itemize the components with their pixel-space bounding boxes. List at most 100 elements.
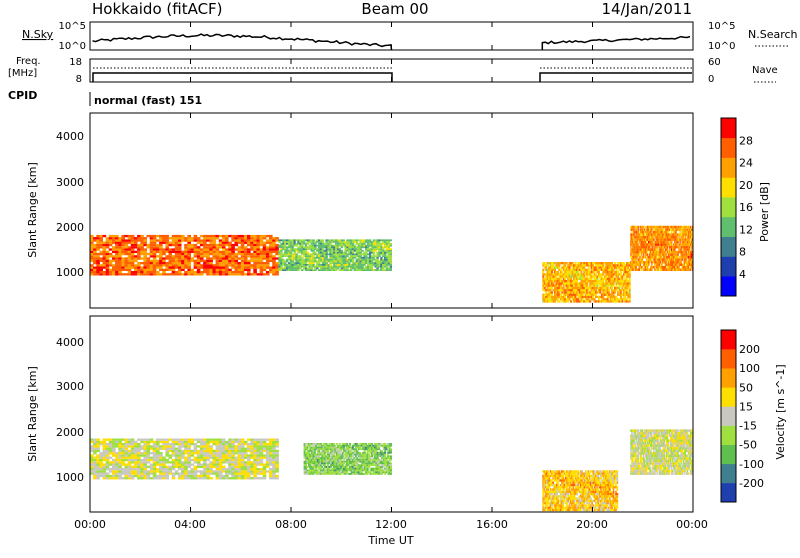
power-cell <box>390 257 392 259</box>
power-cell <box>99 239 103 241</box>
power-cell <box>165 267 169 269</box>
power-cell <box>318 262 320 264</box>
power-cell <box>690 269 692 272</box>
velocity-cell <box>93 450 97 452</box>
power-cell <box>257 239 261 241</box>
velocity-cell <box>219 470 223 472</box>
power-cell <box>247 239 251 241</box>
power-cell <box>109 242 113 244</box>
velocity-cell <box>128 461 132 463</box>
power-cell <box>187 264 191 266</box>
power-cell <box>626 298 628 300</box>
velocity-cell <box>222 443 226 445</box>
velocity-cell <box>96 445 100 447</box>
power-cell <box>184 253 188 255</box>
power-cell <box>247 255 251 257</box>
power-cell <box>266 267 270 269</box>
power-cell <box>90 248 94 250</box>
power-cell <box>241 246 245 248</box>
velocity-cell <box>150 459 154 461</box>
velocity-cell <box>222 470 226 472</box>
velocity-cell <box>169 450 173 452</box>
power-cell <box>629 289 631 291</box>
velocity-cell <box>165 459 169 461</box>
power-cell <box>90 257 94 259</box>
power-cell <box>326 252 328 254</box>
velocity-cell <box>159 441 163 443</box>
power-cell <box>128 264 132 266</box>
power-cell <box>542 271 544 273</box>
velocity-cell <box>194 461 198 463</box>
velocity-cell <box>222 457 226 459</box>
velocity-cell <box>121 477 125 479</box>
power-cell <box>153 257 157 259</box>
power-cell <box>235 273 239 275</box>
power-cell <box>266 257 270 259</box>
power-cell <box>125 257 129 259</box>
power-cell <box>213 264 217 266</box>
power-cell <box>583 276 585 278</box>
velocity-cell <box>156 470 160 472</box>
power-cell <box>109 244 113 246</box>
power-cell <box>560 269 562 271</box>
power-cell <box>588 289 590 291</box>
velocity-cell <box>109 443 113 445</box>
power-cell <box>200 248 204 250</box>
velocity-cell <box>184 445 188 447</box>
power-cell <box>222 264 226 266</box>
velocity-cell <box>131 448 135 450</box>
velocity-cell <box>169 461 173 463</box>
power-cell <box>228 251 232 253</box>
power-cell <box>231 267 235 269</box>
power-cell <box>263 267 267 269</box>
velocity-cell <box>238 441 242 443</box>
power-cell <box>326 255 328 257</box>
velocity-cell <box>250 470 254 472</box>
velocity-cell <box>184 477 188 479</box>
power-cell <box>557 298 559 300</box>
velocity-cell <box>121 450 125 452</box>
velocity-cell <box>269 452 273 454</box>
velocity-cell <box>143 466 147 468</box>
power-cell <box>209 251 213 253</box>
power-cell <box>545 291 547 293</box>
power-cell <box>165 262 169 264</box>
velocity-cell <box>194 475 198 477</box>
velocity-cell <box>219 445 223 447</box>
velocity-cell <box>216 477 220 479</box>
power-cell <box>175 262 179 264</box>
power-cell <box>629 296 631 298</box>
velocity-cell <box>96 468 100 470</box>
velocity-cell <box>162 466 166 468</box>
power-cell <box>112 235 116 237</box>
power-cell <box>373 257 375 259</box>
power-cell <box>272 242 276 244</box>
velocity-cell <box>257 448 261 450</box>
power-cell <box>203 242 207 244</box>
power-colorbar-swatch <box>721 197 736 217</box>
velocity-cell <box>244 466 248 468</box>
power-cell <box>115 267 119 269</box>
power-cell <box>137 246 141 248</box>
power-cell <box>228 255 232 257</box>
velocity-cell <box>128 466 132 468</box>
velocity-cell <box>115 466 119 468</box>
power-cell <box>184 248 188 250</box>
power-cell <box>175 235 179 237</box>
velocity-cell <box>90 441 94 443</box>
velocity-cell <box>134 468 138 470</box>
velocity-cell <box>153 466 157 468</box>
velocity-cell <box>209 448 213 450</box>
power-cell <box>640 256 642 259</box>
noise-right-tick-top: 10^5 <box>708 21 735 32</box>
power-cell <box>150 251 154 253</box>
velocity-cell <box>112 441 116 443</box>
velocity-cell <box>253 441 257 443</box>
power-cell <box>169 248 173 250</box>
power-cell <box>181 273 185 275</box>
power-cell <box>269 260 273 262</box>
power-cell <box>203 262 207 264</box>
power-cell <box>222 271 226 273</box>
velocity-cell <box>272 441 276 443</box>
